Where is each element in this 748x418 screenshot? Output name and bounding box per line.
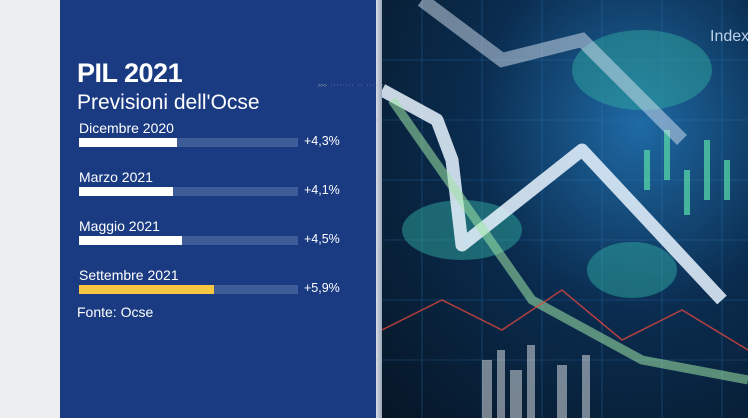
arrow-line-down <box>382 84 727 305</box>
chart-subtitle: Previsioni dell'Ocse <box>77 91 260 114</box>
bar-category-label: Dicembre 2020 <box>79 120 174 136</box>
candlestick-marks <box>644 130 730 215</box>
bar <box>79 236 182 245</box>
bar-category-label: Settembre 2021 <box>79 267 179 283</box>
bar-value-label: +5,9% <box>304 281 340 295</box>
left-margin <box>0 0 60 418</box>
panel-divider <box>376 0 382 418</box>
bar-category-label: Maggio 2021 <box>79 218 160 234</box>
stock-market-background-image <box>382 0 748 418</box>
bar-value-label: +4,3% <box>304 134 340 148</box>
chart-panel <box>60 0 376 418</box>
arrow-line-top <box>417 0 687 145</box>
arrow-line-green <box>388 97 748 385</box>
financial-graph-illustration <box>382 0 748 418</box>
red-trend-line <box>382 289 748 351</box>
bar-track <box>79 236 298 245</box>
bar-value-label: +4,5% <box>304 232 340 246</box>
source-note: Fonte: Ocse <box>77 304 154 320</box>
bar <box>79 187 173 196</box>
bar-value-label: +4,1% <box>304 183 340 197</box>
bar-category-label: Marzo 2021 <box>79 169 153 185</box>
background-ticker-text: >>> ········ ·· ······· <box>318 83 388 89</box>
bar <box>79 138 178 147</box>
bar-silhouettes <box>482 345 590 418</box>
chart-title: PIL 2021 <box>77 58 183 88</box>
background-index-text: Index <box>710 28 748 45</box>
bar-track <box>79 187 298 196</box>
bar-highlighted <box>79 285 214 294</box>
bar-track <box>79 285 298 294</box>
bar-track <box>79 138 298 147</box>
